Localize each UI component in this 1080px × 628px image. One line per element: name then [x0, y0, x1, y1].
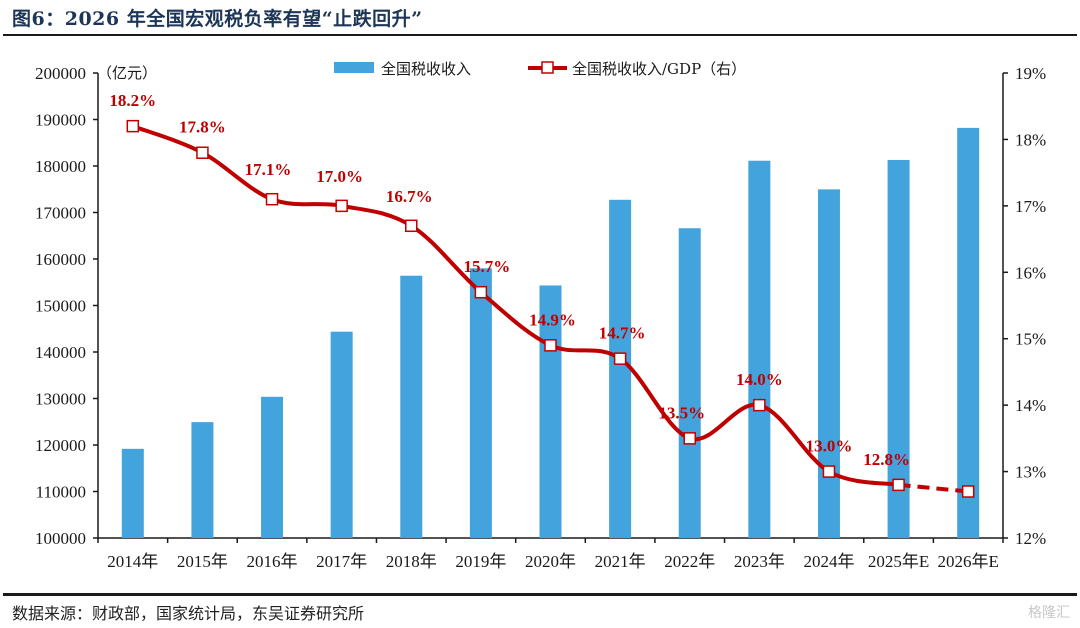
left-axis-tick-label: 100000 [35, 529, 86, 548]
left-axis-tick-label: 150000 [35, 297, 86, 316]
chart-title: 图6：2026 年全国宏观税负率有望“止跌回升” [12, 8, 423, 30]
watermark: 格隆汇 [1028, 605, 1070, 621]
x-axis-tick-label: 2022年 [664, 552, 715, 571]
bar [330, 331, 353, 538]
line-marker [335, 199, 348, 213]
left-axis-tick-label: 140000 [35, 343, 86, 362]
right-axis-tick-label: 19% [1015, 64, 1046, 83]
x-axis-tick-label: 2026年E [937, 552, 998, 571]
source-note: 数据来源：财政部，国家统计局，东吴证券研究所 [12, 604, 365, 623]
line-marker [892, 478, 905, 492]
data-label: 17.8% [179, 118, 226, 137]
bar [121, 448, 144, 538]
line-marker [126, 119, 140, 133]
data-label: 16.7% [386, 187, 433, 206]
data-label: 17.1% [245, 160, 292, 179]
data-label: 14.7% [599, 324, 646, 343]
right-axis-tick-label: 15% [1015, 330, 1046, 349]
x-axis-tick-label: 2018年 [386, 552, 437, 571]
data-label: 17.0% [316, 167, 363, 186]
line-marker [683, 432, 696, 445]
line-marker [474, 285, 488, 299]
line-marker [753, 398, 766, 412]
line-marker [961, 485, 975, 498]
data-label: 13.5% [658, 403, 705, 422]
line-series [126, 119, 975, 498]
right-axis-tick-label: 17% [1015, 197, 1046, 216]
line-marker [265, 192, 279, 206]
left-axis-tick-label: 160000 [35, 250, 86, 269]
x-axis-tick-label: 2025年E [868, 552, 929, 571]
left-axis-tick-label: 170000 [35, 204, 86, 223]
x-axis-tick-label: 2016年 [247, 552, 298, 571]
bar-series [121, 127, 980, 539]
bar [957, 127, 980, 539]
data-label: 14.9% [529, 310, 576, 329]
bar [748, 160, 771, 538]
left-axis-unit: （亿元） [97, 64, 157, 82]
bar [609, 199, 632, 538]
x-axis-tick-label: 2021年 [595, 552, 646, 571]
right-axis-tick-label: 14% [1015, 396, 1046, 415]
title-divider [3, 34, 1077, 36]
data-label: 12.8% [863, 450, 910, 469]
line-marker [196, 146, 209, 159]
line-path-forecast [898, 482, 969, 494]
legend: 全国税收收入 全国税收收入/GDP（右） [334, 60, 746, 78]
legend-label-line: 全国税收收入/GDP（右） [572, 60, 746, 78]
line-marker [405, 219, 418, 233]
bar [887, 159, 910, 538]
x-axis-tick-label: 2023年 [734, 552, 785, 571]
bar [191, 422, 214, 538]
data-labels: 18.2% 17.8% 17.1% 17.0% 16.7% 15.7% 14.9% 14.7%… [109, 91, 910, 469]
data-label: 14.0% [736, 370, 783, 389]
data-label: 15.7% [464, 257, 511, 276]
x-axis-tick-label: 2020年 [525, 552, 576, 571]
axes: 100000 110000 120000 130000 140000 150000 1600… [35, 64, 1046, 571]
bar [817, 189, 840, 539]
left-axis-tick-label: 190000 [35, 111, 86, 130]
data-label: 18.2% [109, 91, 156, 110]
x-axis-tick-label: 2024年 [803, 552, 854, 571]
data-label: 13.0% [806, 437, 853, 456]
x-axis-tick-label: 2014年 [107, 552, 158, 571]
x-axis-tick-label: 2019年 [455, 552, 506, 571]
bar [261, 396, 284, 538]
legend-bar-swatch [334, 62, 374, 73]
left-axis-tick-label: 200000 [35, 64, 86, 83]
right-axis-tick-label: 18% [1015, 130, 1046, 149]
footer-divider [3, 593, 1077, 596]
x-axis-tick-label: 2015年 [177, 552, 228, 571]
line-path-actual [132, 124, 899, 487]
left-axis-tick-label: 180000 [35, 157, 86, 176]
left-axis-tick-label: 110000 [36, 483, 86, 502]
line-marker [544, 339, 557, 352]
right-axis-tick-label: 16% [1015, 263, 1046, 282]
bar [469, 268, 492, 538]
right-axis-tick-label: 12% [1015, 529, 1046, 548]
left-axis-tick-label: 120000 [35, 436, 86, 455]
line-marker [613, 352, 627, 365]
bar [678, 228, 701, 538]
legend-line-marker [541, 61, 554, 74]
x-axis-tick-label: 2017年 [316, 552, 367, 571]
line-marker [822, 465, 836, 478]
bar [400, 275, 423, 538]
left-axis-tick-label: 130000 [35, 390, 86, 409]
legend-label-bar: 全国税收收入 [381, 60, 471, 78]
right-axis-tick-label: 13% [1015, 463, 1046, 482]
